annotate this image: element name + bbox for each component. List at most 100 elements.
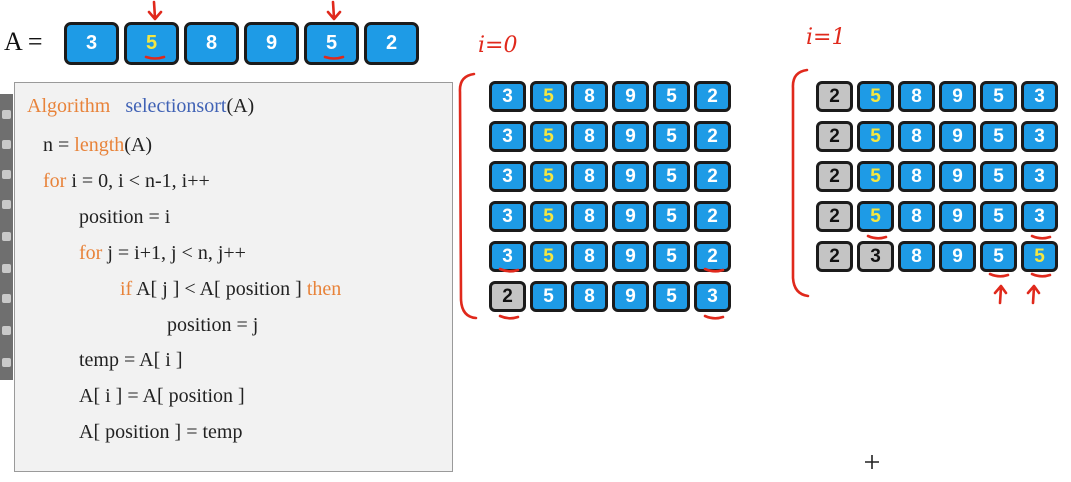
- pass-label-i1: i=1: [806, 25, 846, 50]
- pass-0-cell: 8: [571, 161, 608, 192]
- pass-0-cell: 5: [530, 161, 567, 192]
- arrow-down-icon: [147, 0, 163, 21]
- left-brace: [458, 72, 478, 320]
- pass-1-cell: 5: [980, 121, 1017, 152]
- underline-mark: [144, 55, 166, 60]
- pass-1-cell: 3: [857, 241, 894, 272]
- pass-0-cell: 5: [530, 81, 567, 112]
- crosshair-cursor-icon: [865, 455, 879, 469]
- pass-0-cell: 2: [694, 201, 731, 232]
- underline-mark: [703, 267, 725, 273]
- pencil-icon[interactable]: [2, 170, 11, 179]
- pass-0-cell: 3: [694, 281, 731, 312]
- pen-tool-icon[interactable]: [2, 110, 11, 119]
- pass-0-cell: 2: [694, 161, 731, 192]
- algo-line-5: for j = i+1, j < n, j++: [79, 242, 246, 265]
- pass-0-cell: 9: [612, 241, 649, 272]
- algo-text: i = 0, i < n-1, i++: [66, 170, 210, 192]
- pass-0-cell: 9: [612, 81, 649, 112]
- algo-line-10: A[ position ] = temp: [79, 421, 243, 443]
- pass-1-cell: 2: [816, 81, 853, 112]
- pass-1-cell: 5: [857, 81, 894, 112]
- array-cell-5: 2: [364, 22, 419, 65]
- eraser-icon[interactable]: [2, 140, 11, 149]
- pass-1-cell: 3: [1021, 201, 1058, 232]
- pass-1-cell: 5: [857, 121, 894, 152]
- pass-0-cell: 3: [489, 161, 526, 192]
- array-cell-0: 3: [64, 22, 119, 65]
- line-icon[interactable]: [2, 264, 11, 273]
- array-cell-3: 9: [244, 22, 299, 65]
- pass-0-cell: 3: [489, 81, 526, 112]
- pass-0-cell: 8: [571, 201, 608, 232]
- pass-0-cell: 8: [571, 281, 608, 312]
- algo-line-3: for i = 0, i < n-1, i++: [43, 170, 210, 193]
- highlighter-icon[interactable]: [2, 200, 11, 209]
- underline-mark: [988, 272, 1010, 278]
- underline-mark: [1030, 234, 1052, 240]
- algo-keyword: for: [43, 170, 67, 192]
- pass-0-cell: 2: [694, 121, 731, 152]
- algo-text: j = i+1, j < n, j++: [102, 242, 246, 264]
- pass-1-cell: 5: [857, 201, 894, 232]
- pass-0-cell: 9: [612, 161, 649, 192]
- screen-icon[interactable]: [2, 326, 11, 335]
- settings-icon[interactable]: [2, 358, 11, 367]
- pointer-icon[interactable]: [2, 232, 11, 241]
- pass-1-cell: 5: [980, 241, 1017, 272]
- pass-1-cell: 8: [898, 81, 935, 112]
- algorithm-box: Algorithm selectionsort(A) n = length(A)…: [14, 82, 453, 472]
- array-cell-1: 5: [124, 22, 179, 65]
- arrow-down-icon: [326, 0, 342, 21]
- pass-1-cell: 9: [939, 121, 976, 152]
- pass-1-cell: 9: [939, 241, 976, 272]
- pass-0-cell: 3: [489, 121, 526, 152]
- algo-keyword: length: [74, 134, 125, 156]
- pass-0-cell: 5: [530, 121, 567, 152]
- pass-0-cell: 9: [612, 201, 649, 232]
- algo-line-6: if A[ j ] < A[ position ] then: [120, 278, 341, 301]
- pass-1-cell: 5: [857, 161, 894, 192]
- algo-keyword: if: [120, 278, 133, 300]
- underline-mark: [1030, 272, 1052, 278]
- algo-function-name: selectionsort: [125, 95, 227, 117]
- array-cell-2: 8: [184, 22, 239, 65]
- shape-icon[interactable]: [2, 294, 11, 303]
- arrow-up-icon: [1026, 284, 1041, 305]
- algo-line-2: n = length(A): [43, 134, 152, 157]
- pass-0-cell: 8: [571, 121, 608, 152]
- left-brace: [791, 68, 810, 298]
- algo-keyword: Algorithm: [27, 95, 111, 117]
- pass-1-cell: 8: [898, 121, 935, 152]
- pass-1-cell: 2: [816, 161, 853, 192]
- pass-0-cell: 5: [530, 201, 567, 232]
- array-label: A =: [4, 27, 43, 56]
- pass-1-cell: 3: [1021, 81, 1058, 112]
- pass-1-cell: 2: [816, 241, 853, 272]
- pass-1-cell: 3: [1021, 121, 1058, 152]
- algo-line-7: position = j: [167, 314, 259, 336]
- algo-line-8: temp = A[ i ]: [79, 349, 183, 371]
- pass-1-cell: 8: [898, 161, 935, 192]
- pass-1-cell: 8: [898, 201, 935, 232]
- pass-1-cell: 2: [816, 121, 853, 152]
- pass-0-cell: 9: [612, 121, 649, 152]
- pass-1-cell: 3: [1021, 161, 1058, 192]
- pass-1-cell: 5: [980, 201, 1017, 232]
- pass-0-cell: 5: [530, 281, 567, 312]
- underline-mark: [498, 314, 520, 320]
- pass-0-cell: 9: [612, 281, 649, 312]
- annotation-toolbar: [0, 94, 13, 380]
- underline-mark: [703, 314, 725, 320]
- pass-1-cell: 5: [980, 161, 1017, 192]
